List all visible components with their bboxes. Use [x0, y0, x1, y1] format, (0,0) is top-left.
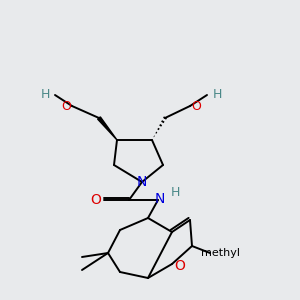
Text: methyl: methyl	[200, 248, 239, 258]
Text: H: H	[212, 88, 222, 101]
Text: N: N	[155, 192, 165, 206]
Text: O: O	[175, 259, 185, 273]
Polygon shape	[98, 117, 117, 140]
Text: O: O	[91, 193, 101, 207]
Text: H: H	[170, 185, 180, 199]
Text: H: H	[40, 88, 50, 101]
Text: O: O	[61, 100, 71, 112]
Text: N: N	[137, 175, 147, 189]
Text: O: O	[191, 100, 201, 112]
